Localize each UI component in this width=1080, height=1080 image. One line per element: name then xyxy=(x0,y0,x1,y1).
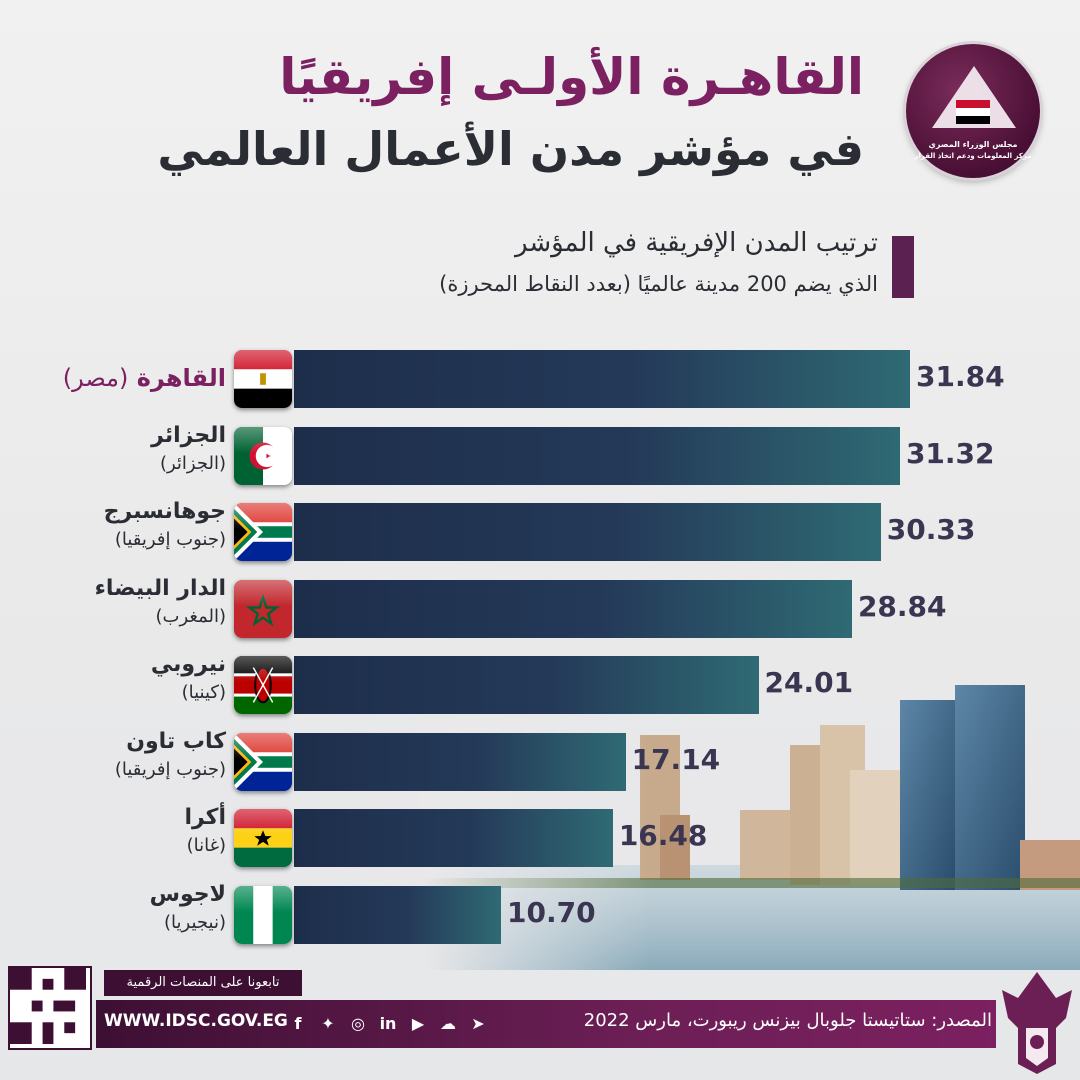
youtube-icon[interactable]: ▶ xyxy=(411,1014,425,1033)
bar-1 xyxy=(294,350,910,408)
city-label: الدار البيضاء xyxy=(94,575,226,601)
bar-5 xyxy=(294,656,759,714)
value-label: 28.84 xyxy=(857,589,947,623)
south-africa-flag-icon xyxy=(234,503,292,561)
kenya-flag-icon xyxy=(234,656,292,714)
bar-4 xyxy=(294,579,852,638)
city-label: الجزائر xyxy=(151,422,226,448)
follow-us-label: تابعونا على المنصات الرقمية xyxy=(104,970,302,996)
city-label: القاهرة (مصر) xyxy=(63,364,226,392)
telegram-icon[interactable]: ➤ xyxy=(471,1014,485,1033)
value-label: 16.48 xyxy=(618,819,708,852)
city-label: لاجوس xyxy=(149,881,226,907)
soundcloud-icon[interactable]: ☁ xyxy=(440,1014,456,1033)
country-label: (غانا) xyxy=(186,835,226,856)
city-label: أكرا xyxy=(184,805,226,830)
city-label: جوهانسبرج xyxy=(103,499,226,524)
country-label: (الجزائر) xyxy=(159,452,226,474)
subtitle-line2: الذي يضم 200 مدينة عالميًا (بعدد النقاط … xyxy=(439,272,878,296)
morocco-flag-icon xyxy=(234,579,292,638)
title-line2: في مؤشر مدن الأعمال العالمي xyxy=(157,122,864,176)
eagle-emblem-icon xyxy=(1002,972,1072,1074)
value-label: 24.01 xyxy=(764,666,854,699)
bar-8 xyxy=(294,885,501,944)
logo-text-line1: مجلس الوزراء المصري xyxy=(928,140,1018,149)
qr-code[interactable] xyxy=(8,966,92,1050)
value-label: 31.32 xyxy=(905,436,995,470)
city-label: نيروبي xyxy=(150,652,226,677)
country-label: (نيجيريا) xyxy=(164,911,226,933)
footer-bar xyxy=(96,1000,996,1048)
city-label: كاب تاون xyxy=(126,728,226,754)
twitter-icon[interactable]: ✦ xyxy=(321,1014,335,1033)
social-icons: f ✦ ◎ in ▶ ☁ ➤ xyxy=(286,1010,490,1038)
nigeria-flag-icon xyxy=(234,885,292,944)
value-label: 17.14 xyxy=(631,742,721,776)
bar-2 xyxy=(294,426,900,485)
source-note: المصدر: ستاتيستا جلوبال بيزنس ريبورت، ما… xyxy=(583,1010,992,1031)
country-label: (كينيا) xyxy=(181,682,226,703)
country-name: (مصر) xyxy=(62,364,129,392)
ghana-flag-icon xyxy=(234,809,292,867)
bar-6 xyxy=(294,732,626,791)
bar-7 xyxy=(294,809,613,867)
value-label: 10.70 xyxy=(507,895,596,929)
country-label: (المغرب) xyxy=(155,605,227,627)
linkedin-icon[interactable]: in xyxy=(379,1014,397,1033)
value-label: 30.33 xyxy=(886,513,976,546)
instagram-icon[interactable]: ◎ xyxy=(351,1014,365,1033)
country-label: (جنوب إفريقيا) xyxy=(114,758,226,780)
south-africa-flag-icon xyxy=(234,732,292,791)
facebook-icon[interactable]: f xyxy=(294,1014,302,1033)
egypt-flag-icon xyxy=(956,100,990,124)
country-label: (جنوب إفريقيا) xyxy=(114,529,226,550)
logo-text-line2: مركز المعلومات ودعم اتخاذ القرار xyxy=(914,152,1032,160)
subtitle-line1: ترتيب المدن الإفريقية في المؤشر xyxy=(514,228,878,258)
algeria-flag-icon xyxy=(234,426,292,485)
city-name: القاهرة xyxy=(128,364,226,392)
website-link[interactable]: WWW.IDSC.GOV.EG xyxy=(104,1011,288,1031)
idsc-logo: مجلس الوزراء المصري مركز المعلومات ودعم … xyxy=(906,44,1040,178)
title-line1: القاهـرة الأولـى إفريقيًا xyxy=(279,48,864,106)
bar-3 xyxy=(294,503,881,561)
subtitle-accent-bar xyxy=(892,236,914,298)
value-label: 31.84 xyxy=(916,360,1005,393)
egypt-flag-icon xyxy=(234,350,292,408)
